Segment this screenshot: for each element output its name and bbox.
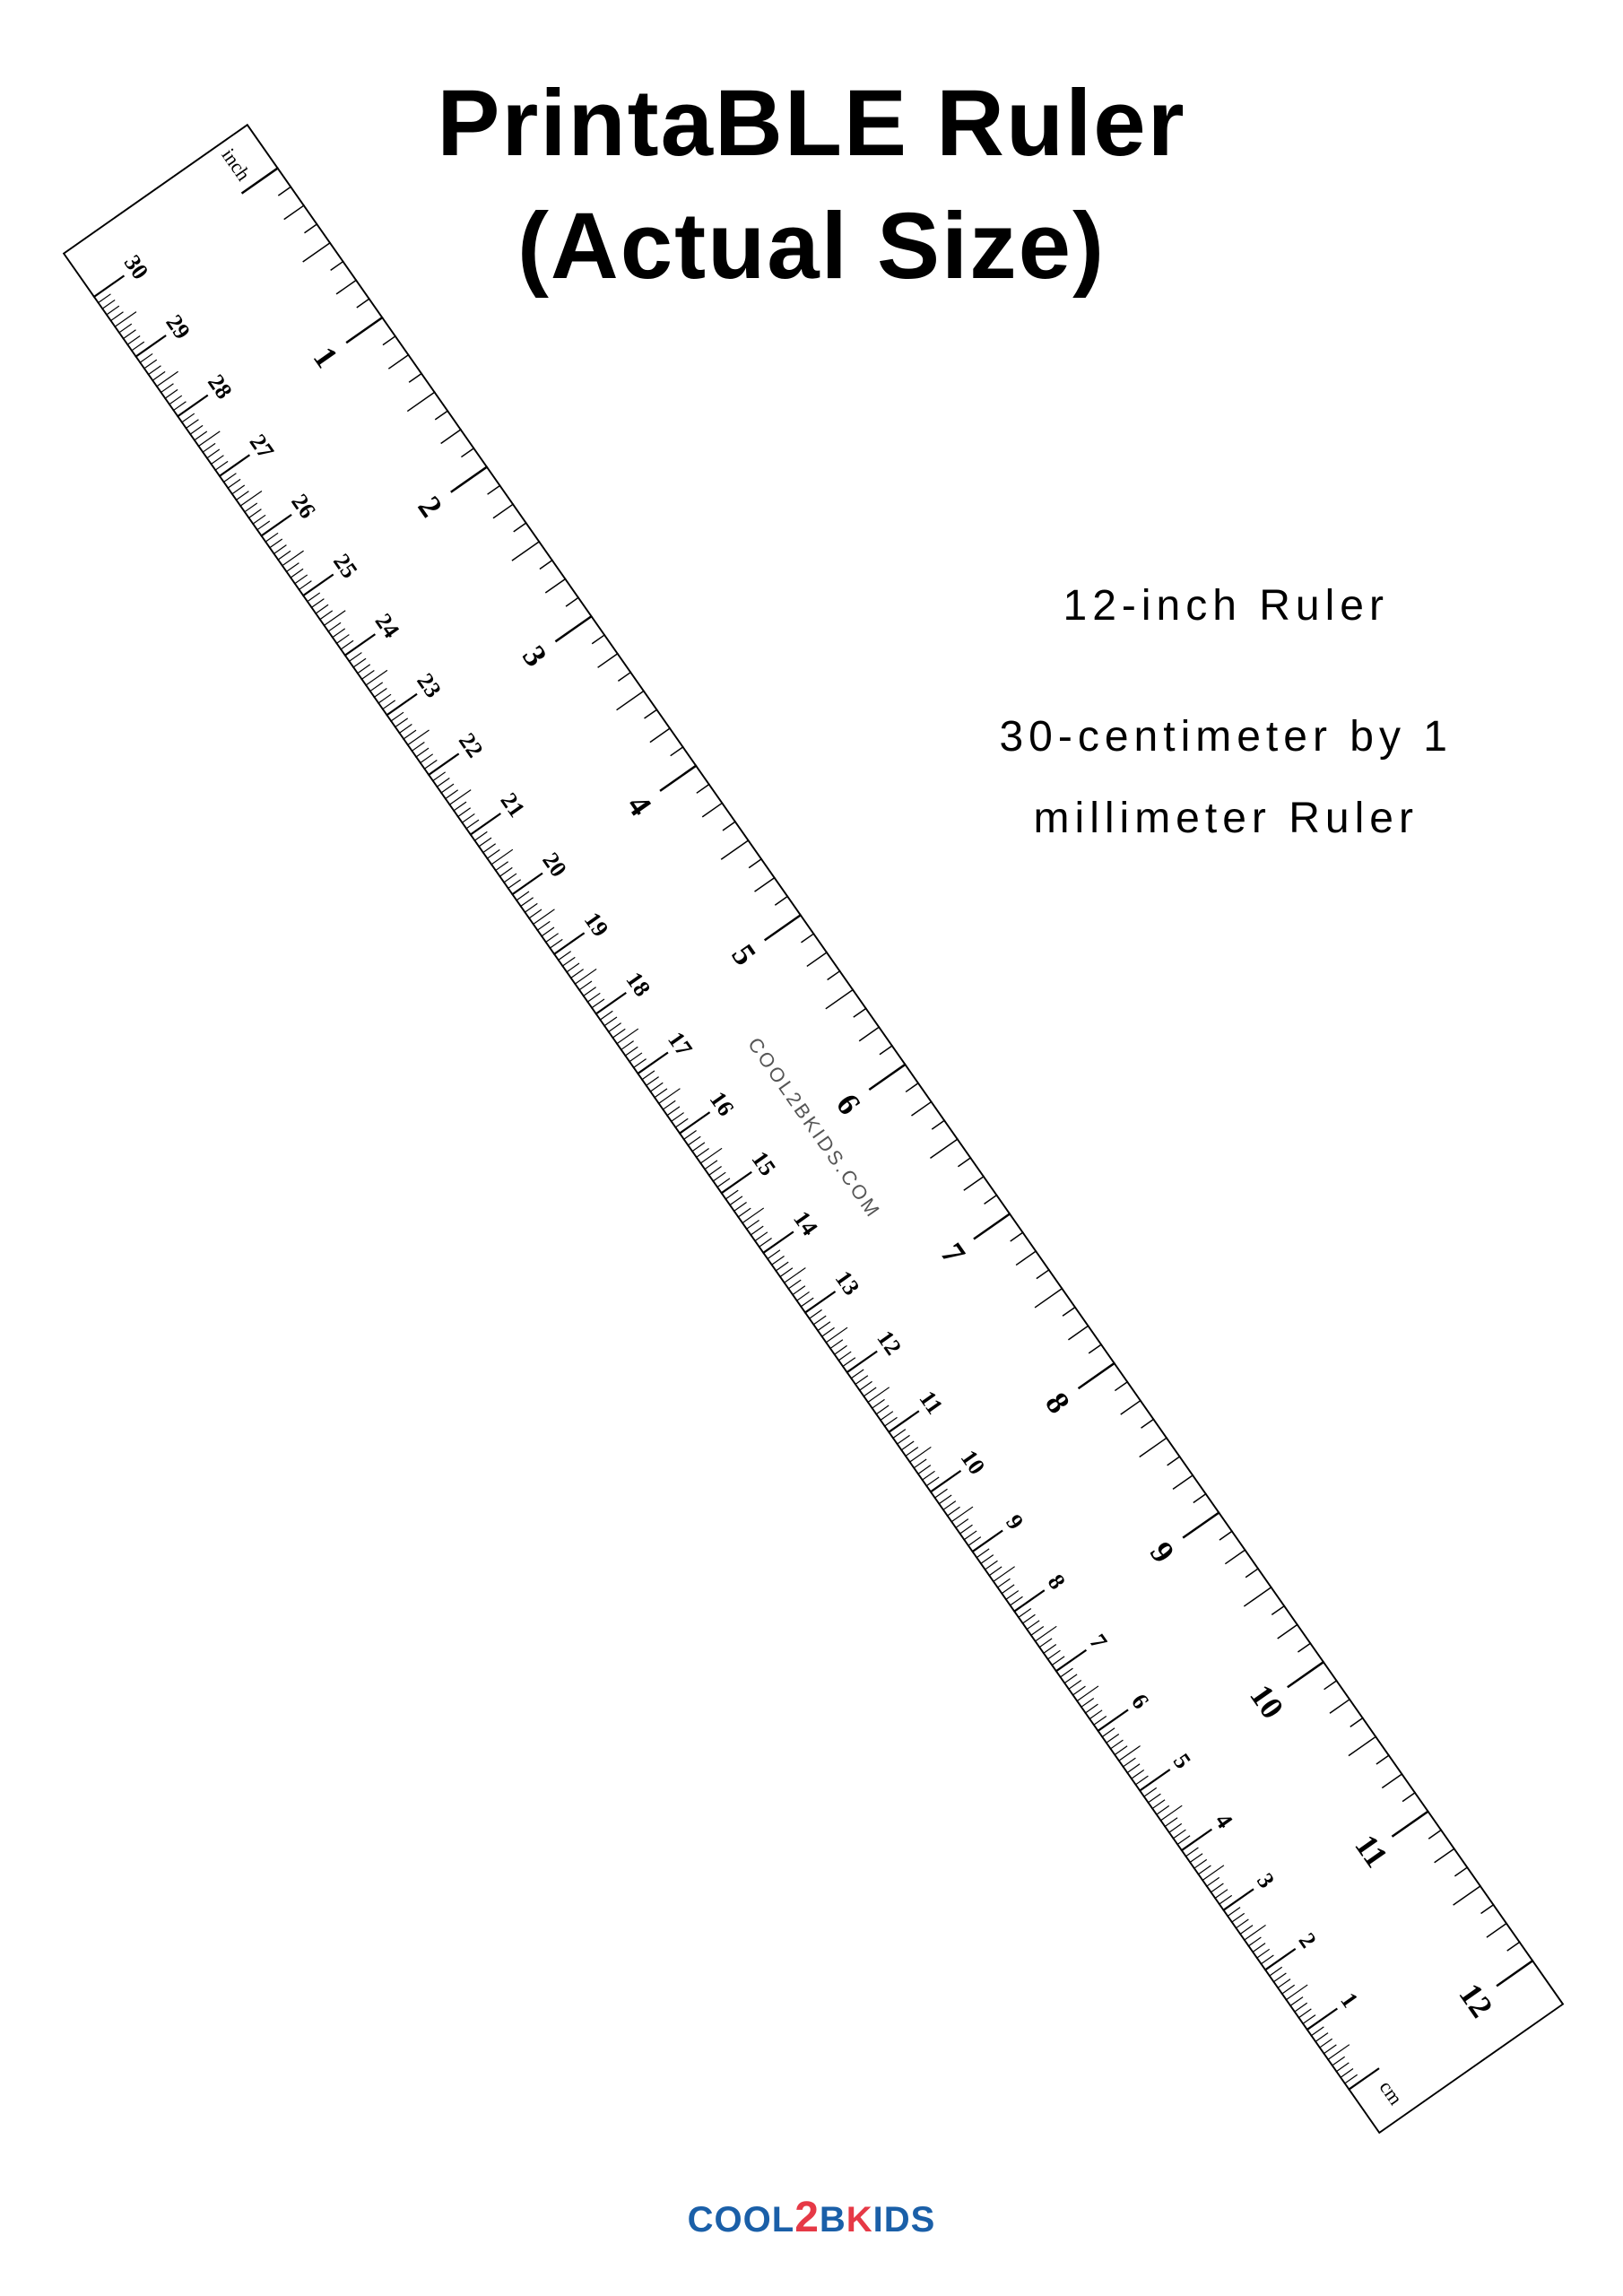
ruler-svg: inch123456789101112cm1234567891011121314… bbox=[63, 124, 1565, 2135]
logo-part-4: K bbox=[846, 2200, 873, 2239]
subtitle-line-2: 30-centimeter by 1 bbox=[999, 696, 1453, 778]
subtitle: 12-inch Ruler 30-centimeter by 1 millime… bbox=[999, 565, 1453, 860]
logo-part-5: IDS bbox=[873, 2200, 936, 2239]
logo-part-2: 2 bbox=[794, 2194, 820, 2241]
logo-part-3: B bbox=[820, 2200, 846, 2239]
subtitle-line-1: 12-inch Ruler bbox=[999, 565, 1453, 647]
ruler: inch123456789101112cm1234567891011121314… bbox=[59, 124, 1565, 2136]
logo-part-1: COOL bbox=[688, 2200, 795, 2239]
subtitle-line-3: millimeter Ruler bbox=[999, 778, 1453, 859]
footer-logo: COOL2BKIDS bbox=[688, 2193, 936, 2242]
